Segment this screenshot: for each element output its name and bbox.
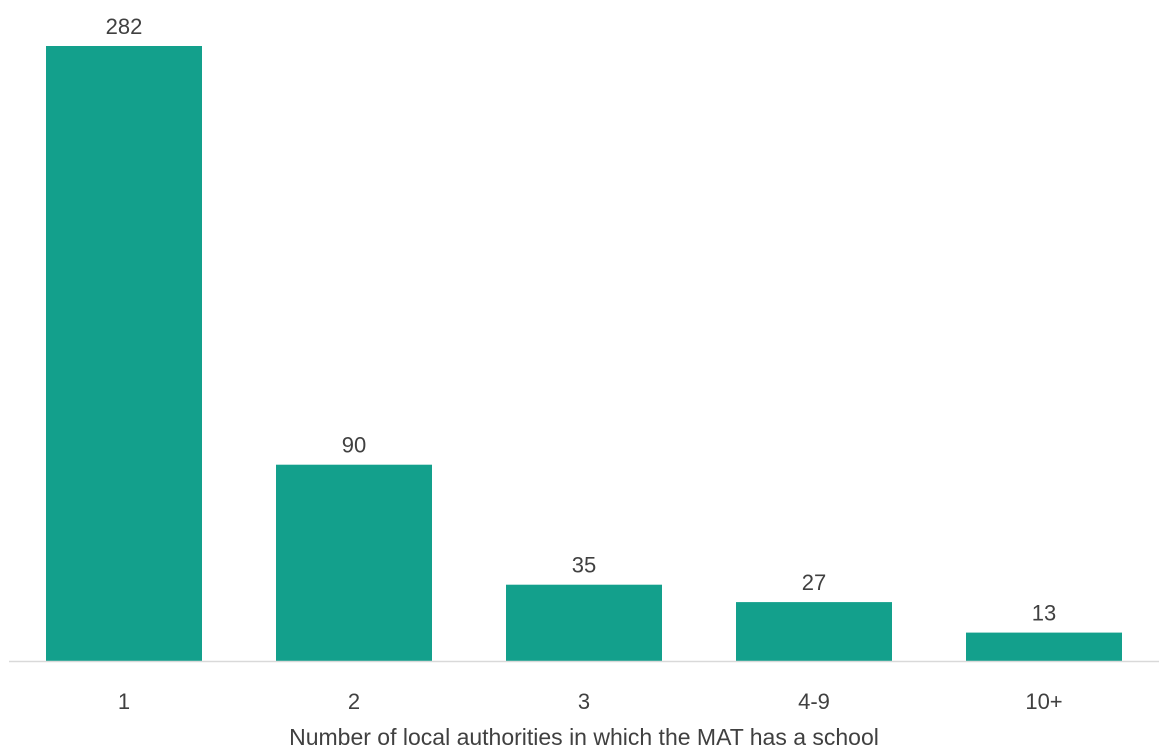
x-tick-label-10+: 10+ [1025, 689, 1062, 714]
x-tick-label-3: 3 [578, 689, 590, 714]
data-label-3: 35 [572, 553, 596, 578]
bar-3 [506, 584, 662, 661]
x-tick-label-4-9: 4-9 [798, 689, 830, 714]
bar-10+ [966, 632, 1122, 661]
data-label-1: 282 [106, 14, 143, 39]
bar-2 [276, 464, 432, 661]
data-label-4-9: 27 [802, 570, 826, 595]
x-tick-label-1: 1 [118, 689, 130, 714]
x-tick-labels-group: 1 2 3 4-9 10+ [118, 689, 1063, 714]
data-labels-group: 282 90 35 27 13 [106, 14, 1057, 626]
bar-1 [46, 46, 202, 661]
bars-group [46, 46, 1122, 661]
x-axis-title: Number of local authorities in which the… [289, 724, 879, 750]
bar-4-9 [736, 602, 892, 661]
x-tick-label-2: 2 [348, 689, 360, 714]
data-label-10+: 13 [1032, 601, 1056, 626]
data-label-2: 90 [342, 433, 366, 458]
